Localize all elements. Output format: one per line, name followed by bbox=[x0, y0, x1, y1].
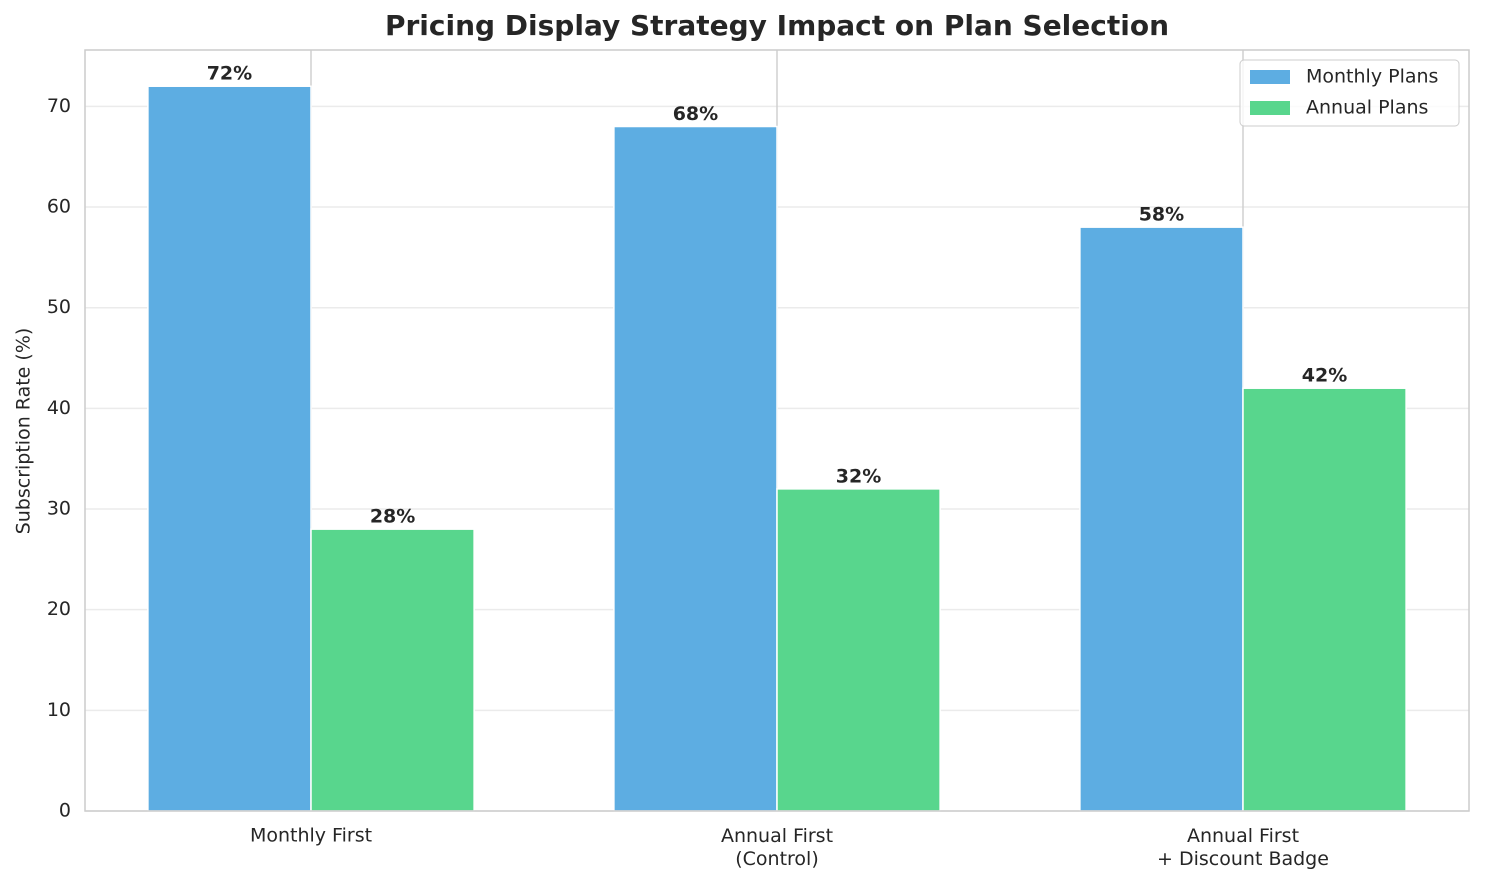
x-tick-label: Annual First + Discount Badge bbox=[1157, 825, 1329, 870]
bar bbox=[310, 528, 475, 812]
y-tick-label: 40 bbox=[47, 397, 71, 419]
legend-box bbox=[1239, 59, 1460, 127]
y-tick-label: 70 bbox=[47, 95, 71, 117]
data-label: 58% bbox=[1139, 204, 1184, 226]
y-tick-label: 20 bbox=[47, 598, 71, 620]
y-tick-label: 10 bbox=[47, 699, 71, 721]
x-tick-label: Monthly First bbox=[250, 825, 372, 847]
data-label: 42% bbox=[1302, 365, 1347, 387]
y-tick-label: 30 bbox=[47, 498, 71, 520]
bar bbox=[147, 85, 312, 812]
legend-swatch bbox=[1250, 70, 1290, 84]
plot-frame bbox=[84, 49, 1470, 812]
y-tick-label: 0 bbox=[59, 800, 71, 822]
y-tick-label: 60 bbox=[47, 196, 71, 218]
data-label: 28% bbox=[370, 506, 415, 528]
bar bbox=[1079, 226, 1244, 812]
legend-label: Annual Plans bbox=[1306, 97, 1428, 119]
y-axis-label: Subscription Rate (%) bbox=[13, 328, 35, 535]
data-label: 32% bbox=[836, 465, 881, 487]
data-label: 68% bbox=[673, 103, 718, 125]
bar bbox=[1242, 387, 1407, 812]
data-label: 72% bbox=[207, 63, 252, 85]
legend-label: Monthly Plans bbox=[1306, 66, 1438, 88]
bar bbox=[776, 488, 941, 812]
bar bbox=[613, 125, 778, 812]
legend-swatch bbox=[1250, 101, 1290, 115]
chart-title: Pricing Display Strategy Impact on Plan … bbox=[385, 9, 1169, 42]
y-tick-label: 50 bbox=[47, 296, 71, 318]
x-tick-label: Annual First (Control) bbox=[721, 825, 833, 870]
